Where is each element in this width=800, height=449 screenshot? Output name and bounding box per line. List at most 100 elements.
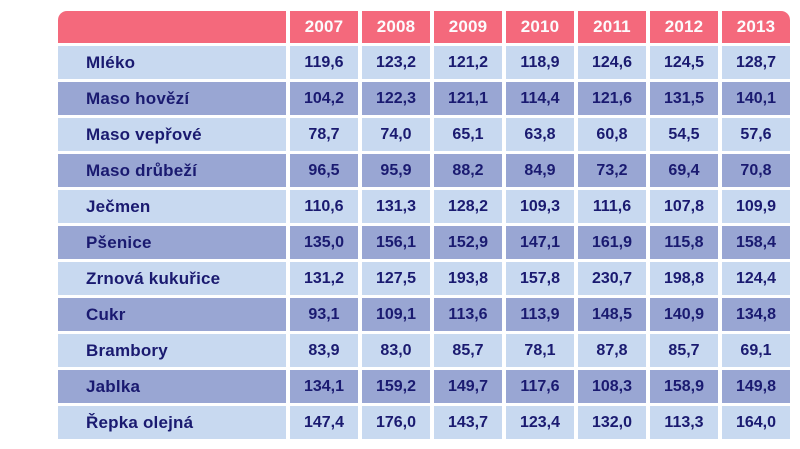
value-cell: 104,2: [290, 82, 358, 115]
row-label: Ječmen: [58, 190, 286, 223]
table-row: Řepka olejná 147,4 176,0 143,7 123,4 132,0 113…: [58, 406, 790, 439]
value-cell: 74,0: [362, 118, 430, 151]
value-cell: 134,8: [722, 298, 790, 331]
value-cell: 63,8: [506, 118, 574, 151]
table-row: Zrnová kukuřice 131,2 127,5 193,8 157,8 230,7…: [58, 262, 790, 295]
table-row: Maso hovězí 104,2 122,3 121,1 114,4 121,6 131,…: [58, 82, 790, 115]
value-cell: 152,9: [434, 226, 502, 259]
table-row: Maso drůbeží 96,5 95,9 88,2 84,9 73,2 69,4 70,8: [58, 154, 790, 187]
row-label: Pšenice: [58, 226, 286, 259]
value-cell: 128,2: [434, 190, 502, 223]
row-label: Maso hovězí: [58, 82, 286, 115]
table-row: Mléko 119,6 123,2 121,2 118,9 124,6 124,5 128,7: [58, 46, 790, 79]
value-cell: 96,5: [290, 154, 358, 187]
value-cell: 69,1: [722, 334, 790, 367]
commodity-price-index-table: 2007 2008 2009 2010 2011 2012 2013 Mléko 119,6 1…: [54, 8, 794, 442]
value-cell: 93,1: [290, 298, 358, 331]
value-cell: 131,3: [362, 190, 430, 223]
value-cell: 118,9: [506, 46, 574, 79]
value-cell: 149,8: [722, 370, 790, 403]
value-cell: 159,2: [362, 370, 430, 403]
value-cell: 124,5: [650, 46, 718, 79]
value-cell: 121,2: [434, 46, 502, 79]
value-cell: 87,8: [578, 334, 646, 367]
row-label: Řepka olejná: [58, 406, 286, 439]
value-cell: 109,3: [506, 190, 574, 223]
value-cell: 109,1: [362, 298, 430, 331]
value-cell: 119,6: [290, 46, 358, 79]
value-cell: 131,2: [290, 262, 358, 295]
value-cell: 143,7: [434, 406, 502, 439]
value-cell: 57,6: [722, 118, 790, 151]
value-cell: 60,8: [578, 118, 646, 151]
row-label: Mléko: [58, 46, 286, 79]
value-cell: 140,1: [722, 82, 790, 115]
table-row: Cukr 93,1 109,1 113,6 113,9 148,5 140,9 134,8: [58, 298, 790, 331]
value-cell: 147,4: [290, 406, 358, 439]
value-cell: 88,2: [434, 154, 502, 187]
value-cell: 158,4: [722, 226, 790, 259]
year-header: 2013: [722, 11, 790, 43]
row-label: Maso vepřové: [58, 118, 286, 151]
header-row: 2007 2008 2009 2010 2011 2012 2013: [58, 11, 790, 43]
value-cell: 85,7: [650, 334, 718, 367]
table-row: Maso vepřové 78,7 74,0 65,1 63,8 60,8 54,5 57,6: [58, 118, 790, 151]
value-cell: 121,6: [578, 82, 646, 115]
value-cell: 176,0: [362, 406, 430, 439]
value-cell: 193,8: [434, 262, 502, 295]
value-cell: 147,1: [506, 226, 574, 259]
value-cell: 83,0: [362, 334, 430, 367]
value-cell: 156,1: [362, 226, 430, 259]
row-label: Cukr: [58, 298, 286, 331]
value-cell: 73,2: [578, 154, 646, 187]
year-header: 2012: [650, 11, 718, 43]
value-cell: 121,1: [434, 82, 502, 115]
header-corner-cell: [58, 11, 286, 43]
value-cell: 135,0: [290, 226, 358, 259]
value-cell: 124,6: [578, 46, 646, 79]
value-cell: 69,4: [650, 154, 718, 187]
value-cell: 54,5: [650, 118, 718, 151]
value-cell: 124,4: [722, 262, 790, 295]
value-cell: 83,9: [290, 334, 358, 367]
value-cell: 230,7: [578, 262, 646, 295]
value-cell: 109,9: [722, 190, 790, 223]
value-cell: 115,8: [650, 226, 718, 259]
value-cell: 85,7: [434, 334, 502, 367]
value-cell: 84,9: [506, 154, 574, 187]
value-cell: 123,2: [362, 46, 430, 79]
value-cell: 164,0: [722, 406, 790, 439]
table-header: 2007 2008 2009 2010 2011 2012 2013: [58, 11, 790, 43]
value-cell: 78,7: [290, 118, 358, 151]
table-row: Ječmen 110,6 131,3 128,2 109,3 111,6 107,8 109,…: [58, 190, 790, 223]
value-cell: 65,1: [434, 118, 502, 151]
table-row: Jablka 134,1 159,2 149,7 117,6 108,3 158,9 149,…: [58, 370, 790, 403]
value-cell: 122,3: [362, 82, 430, 115]
table-row: Brambory 83,9 83,0 85,7 78,1 87,8 85,7 69,1: [58, 334, 790, 367]
value-cell: 114,4: [506, 82, 574, 115]
value-cell: 134,1: [290, 370, 358, 403]
value-cell: 117,6: [506, 370, 574, 403]
value-cell: 161,9: [578, 226, 646, 259]
value-cell: 128,7: [722, 46, 790, 79]
value-cell: 107,8: [650, 190, 718, 223]
year-header: 2011: [578, 11, 646, 43]
year-header: 2007: [290, 11, 358, 43]
value-cell: 131,5: [650, 82, 718, 115]
value-cell: 127,5: [362, 262, 430, 295]
table-body: Mléko 119,6 123,2 121,2 118,9 124,6 124,5 128,7…: [58, 46, 790, 439]
value-cell: 110,6: [290, 190, 358, 223]
value-cell: 95,9: [362, 154, 430, 187]
value-cell: 157,8: [506, 262, 574, 295]
value-cell: 111,6: [578, 190, 646, 223]
value-cell: 158,9: [650, 370, 718, 403]
row-label: Brambory: [58, 334, 286, 367]
row-label: Zrnová kukuřice: [58, 262, 286, 295]
table-row: Pšenice 135,0 156,1 152,9 147,1 161,9 115,8 158…: [58, 226, 790, 259]
value-cell: 123,4: [506, 406, 574, 439]
value-cell: 108,3: [578, 370, 646, 403]
value-cell: 113,9: [506, 298, 574, 331]
value-cell: 113,6: [434, 298, 502, 331]
year-header: 2010: [506, 11, 574, 43]
value-cell: 113,3: [650, 406, 718, 439]
